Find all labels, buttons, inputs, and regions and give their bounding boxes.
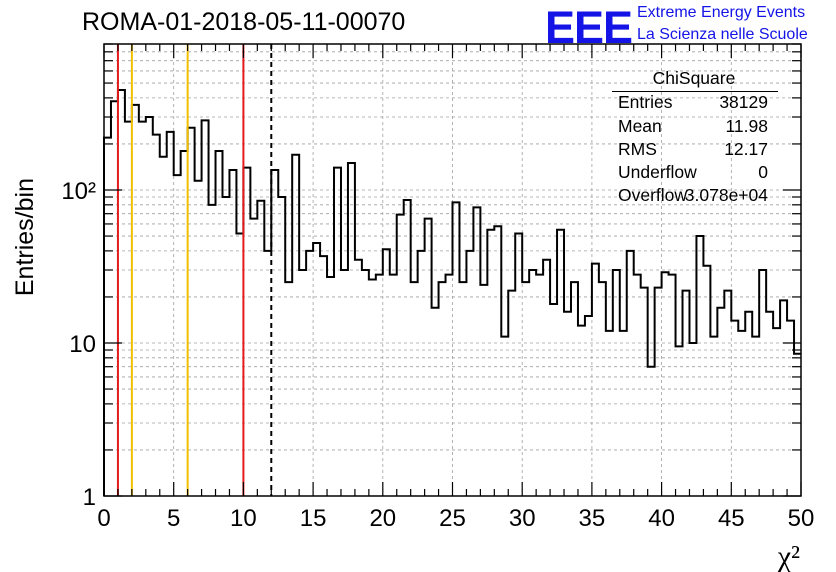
y-tick-label: 10² <box>61 178 96 205</box>
x-tick-label: 25 <box>439 505 466 532</box>
x-axis-label: χ² <box>777 540 800 572</box>
x-tick-label: 50 <box>788 505 815 532</box>
x-tick-label: 30 <box>509 505 536 532</box>
x-tick-label: 20 <box>369 505 396 532</box>
x-tick-label: 15 <box>300 505 327 532</box>
x-tick-label: 10 <box>230 505 257 532</box>
axis-tick-labels: 0 5 10 15 20 25 30 35 40 45 50 1 10 10² <box>61 178 814 532</box>
brand-tagline: La Scienza nelle Scuole <box>637 26 808 43</box>
x-tick-label: 40 <box>648 505 675 532</box>
stat-label: RMS <box>618 139 657 159</box>
stat-value: 0 <box>758 162 768 182</box>
histogram-steps <box>103 89 801 496</box>
y-tick-label: 1 <box>83 484 96 511</box>
stat-value: 12.17 <box>724 139 768 159</box>
stat-label: Underflow <box>618 162 697 182</box>
x-tick-label: 35 <box>579 505 606 532</box>
stat-value: 3.078e+04 <box>684 185 768 205</box>
y-tick-label: 10 <box>69 331 96 358</box>
stats-box: ChiSquare Entries 38129 Mean 11.98 RMS 1… <box>610 68 778 208</box>
stat-label: Overflow <box>618 185 688 205</box>
y-axis-label: Entries/bin <box>11 178 39 296</box>
stat-label: Mean <box>618 116 662 136</box>
eee-logo: EEE <box>545 2 633 53</box>
x-tick-label: 5 <box>167 505 180 532</box>
stats-divider <box>612 91 778 92</box>
reference-lines <box>116 44 273 496</box>
x-tick-label: 45 <box>718 505 745 532</box>
stat-label: Entries <box>618 92 673 112</box>
stat-value: 38129 <box>719 92 768 112</box>
stat-value: 11.98 <box>725 116 769 136</box>
chart-title: ROMA-01-2018-05-11-00070 <box>82 8 406 36</box>
brand-name: Extreme Energy Events <box>637 4 806 21</box>
axis-ticks <box>103 43 802 497</box>
histogram-series <box>103 89 801 496</box>
x-tick-label: 0 <box>97 505 110 532</box>
stats-title: ChiSquare <box>652 68 736 88</box>
